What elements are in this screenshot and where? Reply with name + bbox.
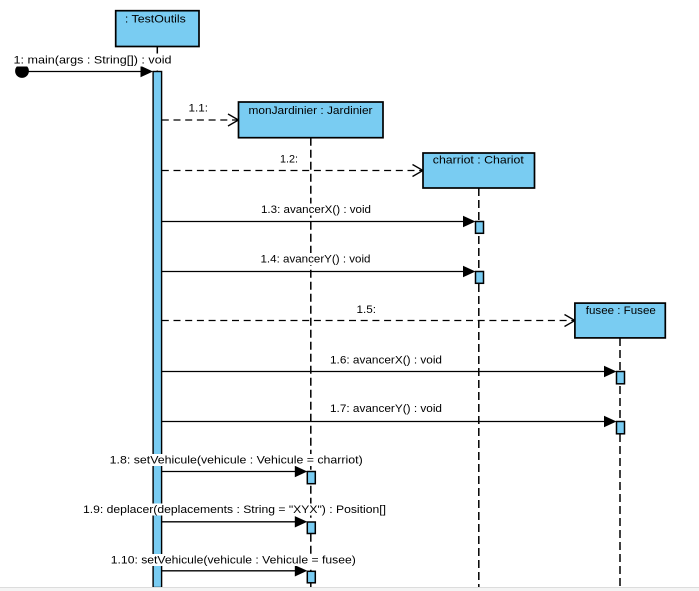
svg-text:1.5:: 1.5: xyxy=(357,304,377,316)
svg-text:fusee : Fusee: fusee : Fusee xyxy=(586,305,656,317)
svg-text:1.3: avancerX() : void: 1.3: avancerX() : void xyxy=(261,204,371,216)
svg-text:1.6: avancerX() : void: 1.6: avancerX() : void xyxy=(330,355,442,367)
svg-text:1.2:: 1.2: xyxy=(280,153,298,165)
svg-text:1.1:: 1.1: xyxy=(189,103,209,115)
svg-text:monJardinier : Jardinier: monJardinier : Jardinier xyxy=(249,105,373,117)
svg-text:1.8: setVehicule(vehicule : Ve: 1.8: setVehicule(vehicule : Vehicule = c… xyxy=(110,455,363,467)
svg-text:1.7: avancerY() : void: 1.7: avancerY() : void xyxy=(330,403,442,415)
svg-text:1.9: deplacer(deplacements : S: 1.9: deplacer(deplacements : String = "X… xyxy=(83,504,386,516)
svg-text:1.10: setVehicule(vehicule : V: 1.10: setVehicule(vehicule : Vehicule = … xyxy=(111,555,356,567)
svg-text:: TestOutils: : TestOutils xyxy=(125,13,187,25)
svg-text:1.4: avancerY() : void: 1.4: avancerY() : void xyxy=(261,254,371,266)
svg-text:1: main(args : String[]) : voi: 1: main(args : String[]) : void xyxy=(14,55,172,67)
svg-text:charriot : Chariot: charriot : Chariot xyxy=(433,155,524,167)
